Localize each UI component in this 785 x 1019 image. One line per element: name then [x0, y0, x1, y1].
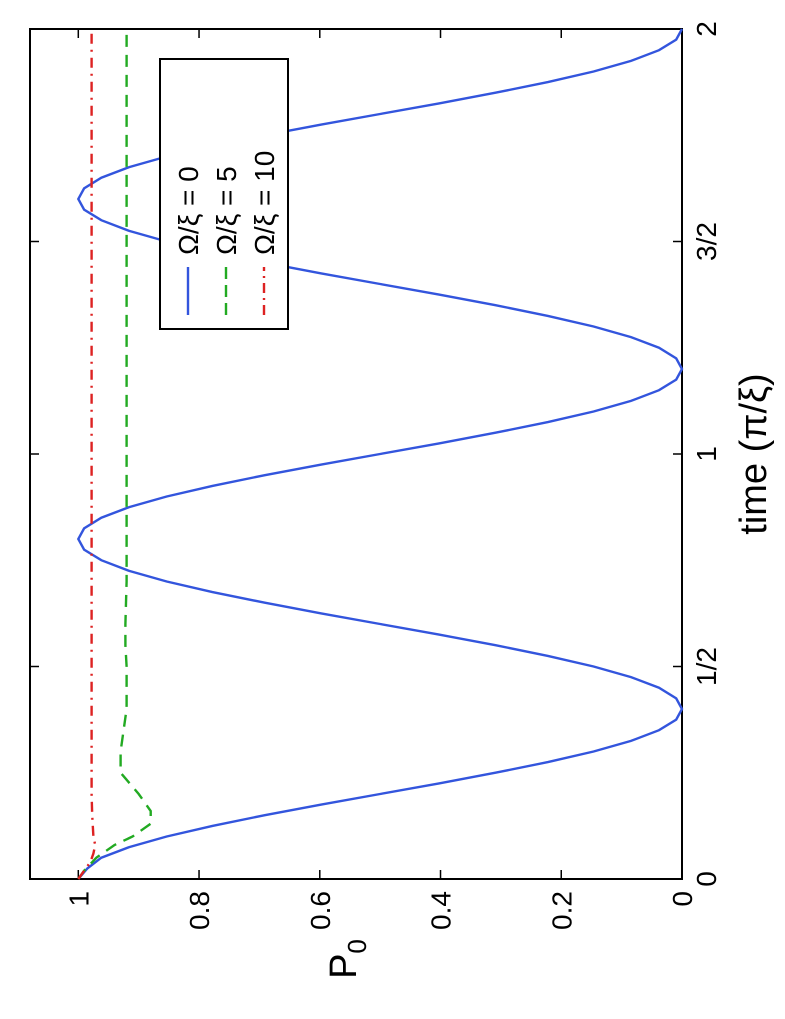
- x-tick-label: 2: [691, 21, 722, 37]
- series-line-5: [77, 29, 152, 880]
- legend-label: Ω/ξ = 0: [173, 166, 204, 255]
- y-axis-label-subscript: 0: [342, 939, 372, 953]
- legend-box: [159, 58, 289, 330]
- legend-label: Ω/ξ = 10: [249, 151, 280, 255]
- series-line-0: [76, 28, 684, 880]
- series-lines: [76, 28, 684, 880]
- x-tick-label: 0: [691, 871, 722, 887]
- x-tick-label: 1: [691, 446, 722, 462]
- legend-label: Ω/ξ = 5: [211, 166, 242, 255]
- y-tick-label: 0.8: [184, 891, 215, 930]
- y-tick-label: 0.6: [305, 891, 336, 930]
- x-axis-label: time (π/ξ): [733, 373, 775, 534]
- legend: Ω/ξ = 0 Ω/ξ = 5 Ω/ξ = 10: [159, 58, 289, 330]
- tick-labels: 0 1/2 1 3/2 2 0 0.2 0.4 0.6 0.8 1: [63, 21, 722, 930]
- x-tick-label: 3/2: [691, 222, 722, 261]
- legend-items: Ω/ξ = 0 Ω/ξ = 5 Ω/ξ = 10: [173, 151, 280, 315]
- y-tick-label: 0: [667, 891, 698, 907]
- y-axis-label: P0: [323, 939, 372, 979]
- x-tick-label: 1/2: [691, 647, 722, 686]
- series-line-10: [77, 29, 97, 880]
- y-axis-label-main: P: [323, 954, 365, 979]
- y-tick-label: 1: [63, 891, 94, 907]
- y-tick-label: 0.4: [426, 891, 457, 930]
- y-tick-label: 0.2: [546, 891, 577, 930]
